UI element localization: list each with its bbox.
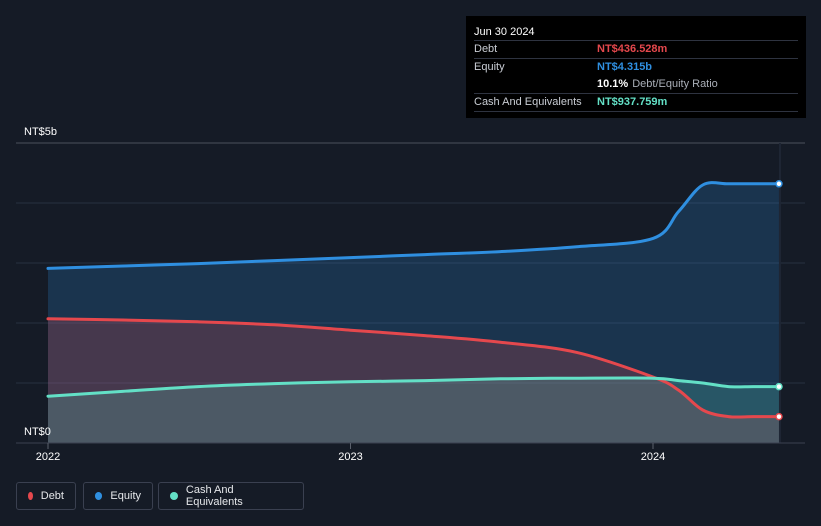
end-marker-equity	[775, 180, 783, 188]
tooltip-date: Jun 30 2024	[474, 26, 535, 38]
tooltip-value: 10.1%	[597, 78, 629, 90]
area-cash	[48, 377, 779, 443]
axes: NT$5b NT$0 2022 2023 2024	[16, 126, 805, 463]
y-tick-label: NT$0	[24, 426, 51, 438]
tooltip-label	[474, 76, 597, 93]
legend-item-debt[interactable]: Debt	[16, 482, 76, 510]
series-areas	[48, 182, 779, 443]
tooltip-row-equity: Equity NT$4.315b	[474, 58, 798, 76]
legend-dot	[28, 492, 33, 500]
legend-dot	[95, 492, 103, 500]
legend-label: Debt	[40, 490, 64, 502]
legend-item-equity[interactable]: Equity	[83, 482, 153, 510]
end-marker-debt	[775, 412, 783, 421]
x-tick-label: 2022	[36, 451, 60, 463]
tooltip-value: NT$436.528m	[597, 43, 668, 55]
hover-band	[778, 143, 781, 443]
tooltip-label: Debt	[474, 43, 498, 55]
tooltip-label: Equity	[474, 61, 505, 73]
tooltip: Jun 30 2024 Debt NT$436.528m Equity NT$4…	[466, 16, 806, 118]
gridlines	[16, 142, 805, 444]
legend-item-cash[interactable]: Cash And Equivalents	[158, 482, 304, 510]
legend-label: Equity	[110, 490, 141, 502]
tooltip-suffix: Debt/Equity Ratio	[632, 78, 718, 90]
line-cash	[46, 376, 781, 398]
end-markers	[775, 180, 783, 421]
y-tick-label: NT$5b	[24, 126, 57, 138]
legend-label: Cash And Equivalents	[185, 484, 243, 508]
line-equity	[46, 181, 781, 270]
tooltip-row-ratio: 10.1% Debt/Equity Ratio	[474, 76, 798, 93]
series-lines	[46, 181, 781, 419]
tooltip-row-cash: Cash And Equivalents NT$937.759m	[474, 93, 798, 112]
x-tick-label: 2024	[641, 451, 665, 463]
tooltip-label: Cash And Equivalents	[474, 96, 582, 108]
tooltip-row-debt: Debt NT$436.528m	[474, 40, 798, 58]
legend-dot	[170, 492, 178, 500]
tooltip-value: NT$4.315b	[597, 61, 653, 73]
line-debt	[46, 317, 781, 419]
tooltip-value: NT$937.759m	[597, 96, 668, 108]
end-marker-cash	[775, 382, 783, 391]
x-tick-label: 2023	[338, 451, 362, 463]
